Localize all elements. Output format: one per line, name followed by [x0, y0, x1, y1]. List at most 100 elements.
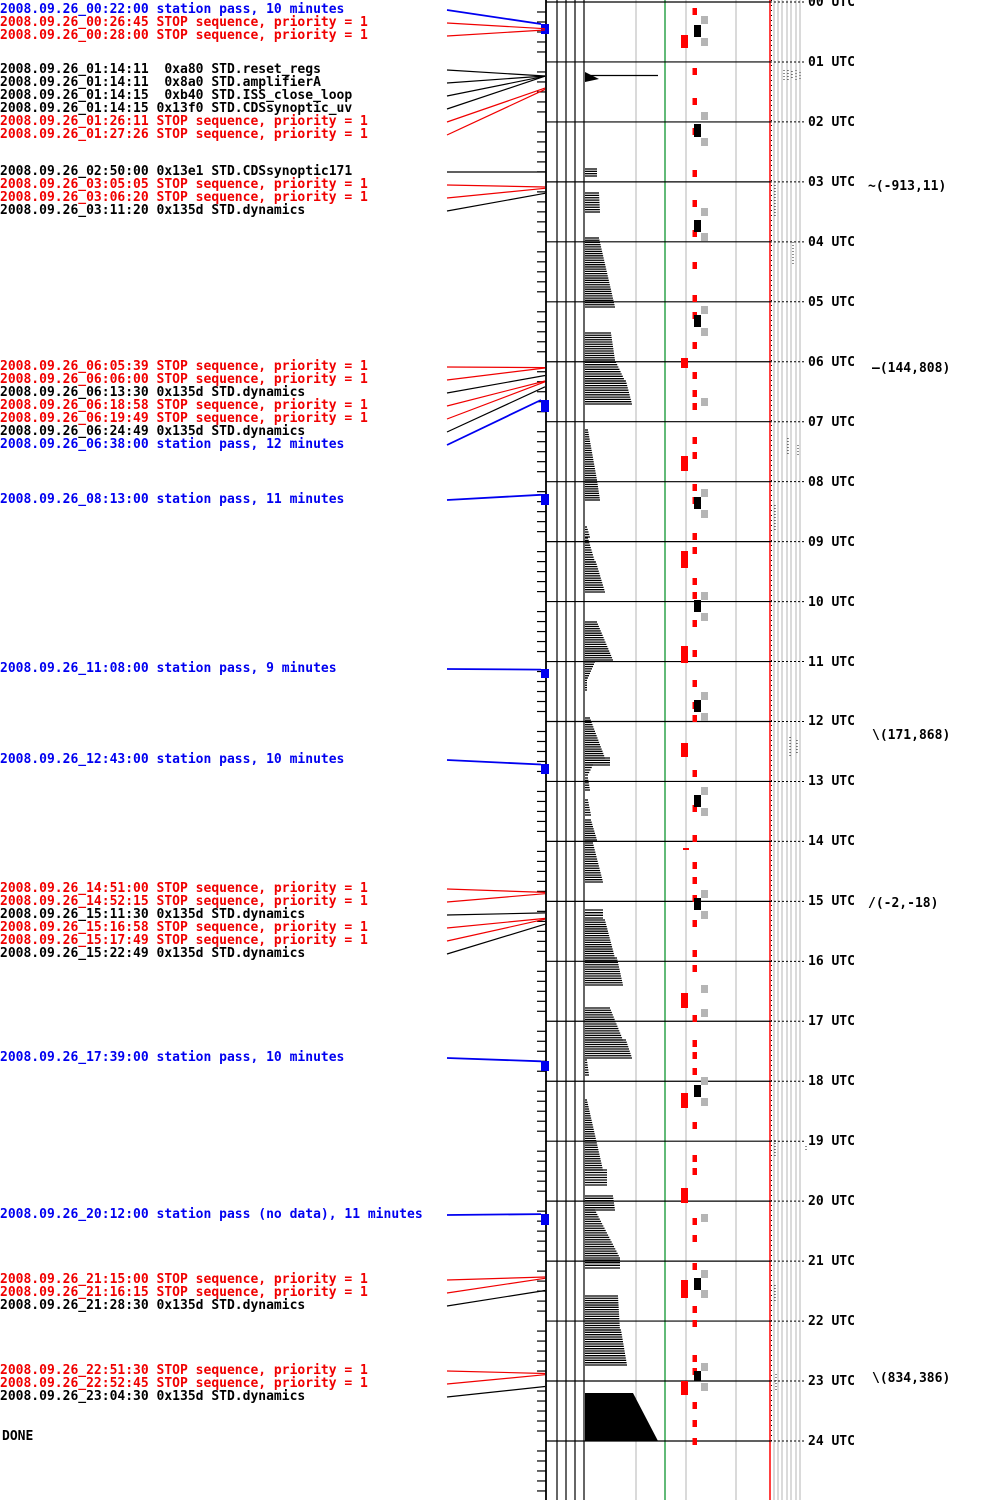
hour-label: 14 UTC	[808, 834, 855, 850]
gray-block-marker	[701, 890, 708, 898]
gray-block-marker	[701, 328, 708, 336]
station-pass-mark	[541, 400, 549, 412]
red-block-marker	[681, 1280, 688, 1298]
gray-block-marker	[701, 16, 708, 24]
hour-label: 15 UTC	[808, 894, 855, 910]
event-connector	[446, 917, 546, 929]
red-dash-marker	[692, 200, 697, 207]
hour-label: 09 UTC	[808, 534, 855, 550]
gray-block-marker	[701, 138, 708, 146]
black-block-marker	[694, 700, 701, 712]
hour-label: 11 UTC	[808, 654, 855, 670]
red-block-marker	[681, 35, 688, 48]
event-label: 2008.09.26_01:14:15 0x13f0 STD.CDSsynopt…	[0, 101, 353, 116]
red-block-marker	[681, 993, 688, 1008]
event-label: 2008.09.26_01:27:26 STOP sequence, prior…	[0, 127, 368, 142]
event-label: 2008.09.26_06:06:00 STOP sequence, prior…	[0, 372, 368, 387]
event-label: 2008.09.26_01:14:15 0xb40 STD.ISS_close_…	[0, 88, 353, 103]
event-label: 2008.09.26_06:05:39 STOP sequence, prior…	[0, 359, 368, 374]
hour-label: 04 UTC	[808, 234, 855, 250]
event-label: 2008.09.26_23:04:30 0x135d STD.dynamics	[0, 1389, 306, 1404]
black-block-marker	[694, 220, 701, 232]
event-label: 2008.09.26_22:51:30 STOP sequence, prior…	[0, 1363, 368, 1378]
red-dash-marker	[692, 484, 697, 491]
gray-block-marker	[701, 306, 708, 314]
black-block-marker	[694, 1085, 701, 1097]
event-label: 2008.09.26_06:13:30 0x135d STD.dynamics	[0, 385, 306, 400]
red-dash-marker	[692, 1068, 697, 1075]
gray-block-marker	[701, 1290, 708, 1298]
event-connector	[446, 1213, 542, 1216]
gray-block-marker	[701, 592, 708, 600]
red-dash-marker	[692, 578, 697, 585]
gray-block-marker	[701, 233, 708, 241]
event-connector	[446, 9, 542, 25]
gray-block-marker	[701, 398, 708, 406]
red-dash-marker	[692, 342, 697, 349]
event-label: 2008.09.26_21:15:00 STOP sequence, prior…	[0, 1272, 368, 1287]
event-connector	[446, 923, 546, 955]
event-label: 2008.09.26_02:50:00 0x13e1 STD.CDSsynopt…	[0, 164, 353, 179]
red-dash-marker	[692, 1015, 697, 1022]
red-dash-marker	[692, 1168, 697, 1175]
event-connector	[446, 75, 546, 97]
hour-label: 16 UTC	[808, 954, 855, 970]
event-label: 2008.09.26_14:52:15 STOP sequence, prior…	[0, 894, 368, 909]
station-pass-mark	[541, 1214, 549, 1225]
event-connector	[446, 69, 546, 77]
black-block-marker	[694, 124, 701, 137]
red-dash-marker	[692, 437, 697, 444]
gray-block-marker	[701, 985, 708, 993]
event-label: 2008.09.26_03:05:05 STOP sequence, prior…	[0, 177, 368, 192]
event-label: 2008.09.26_21:16:15 STOP sequence, prior…	[0, 1285, 368, 1300]
station-pass-mark	[541, 24, 549, 34]
event-connector	[446, 1277, 546, 1294]
red-dash-marker	[692, 547, 697, 554]
event-connector	[446, 374, 546, 394]
hour-label: 06 UTC	[808, 354, 855, 370]
red-block-marker	[681, 743, 688, 757]
event-connector	[446, 380, 546, 407]
event-connector	[446, 1057, 542, 1063]
event-connector	[446, 1385, 546, 1398]
event-label: 2008.09.26_15:17:49 STOP sequence, prior…	[0, 933, 368, 948]
coordinate-annotation: \(834,386)	[872, 1371, 951, 1386]
red-dash-marker	[692, 1306, 697, 1313]
gray-block-marker	[701, 713, 708, 721]
event-connector	[446, 759, 542, 766]
event-label: 2008.09.26_20:12:00 station pass (no dat…	[0, 1207, 423, 1222]
gray-block-marker	[701, 112, 708, 120]
red-dash-marker	[692, 262, 697, 269]
hour-label: 19 UTC	[808, 1134, 855, 1150]
red-dash-marker	[692, 715, 697, 722]
red-dash-marker	[692, 403, 697, 410]
gray-block-marker	[701, 692, 708, 700]
event-connector	[446, 75, 546, 110]
gray-block-marker	[701, 1077, 708, 1085]
red-dash-marker	[692, 390, 697, 397]
gray-block-marker	[701, 1270, 708, 1278]
command-arrowhead	[585, 72, 599, 82]
event-connector	[446, 87, 546, 123]
gray-block-marker	[701, 38, 708, 46]
hour-label: 03 UTC	[808, 174, 855, 190]
activity-solid-block	[585, 1393, 658, 1441]
event-connector	[446, 1276, 546, 1281]
red-dash-marker	[692, 1402, 697, 1409]
hour-label: 24 UTC	[808, 1433, 855, 1449]
event-label: 2008.09.26_11:08:00 station pass, 9 minu…	[0, 661, 337, 676]
event-connector	[446, 367, 546, 381]
hour-label: 20 UTC	[808, 1194, 855, 1210]
done-status-label: DONE	[2, 1429, 34, 1444]
event-connector	[446, 184, 546, 188]
red-dash-marker	[692, 170, 697, 177]
event-label: 2008.09.26_00:26:45 STOP sequence, prior…	[0, 15, 368, 30]
hour-label: 13 UTC	[808, 774, 855, 790]
gray-block-marker	[701, 613, 708, 621]
red-dash-marker	[692, 592, 697, 599]
red-block-marker	[681, 1381, 688, 1395]
event-label: 2008.09.26_03:06:20 STOP sequence, prior…	[0, 190, 368, 205]
red-dash-marker	[692, 770, 697, 777]
red-dash-marker	[692, 1155, 697, 1162]
